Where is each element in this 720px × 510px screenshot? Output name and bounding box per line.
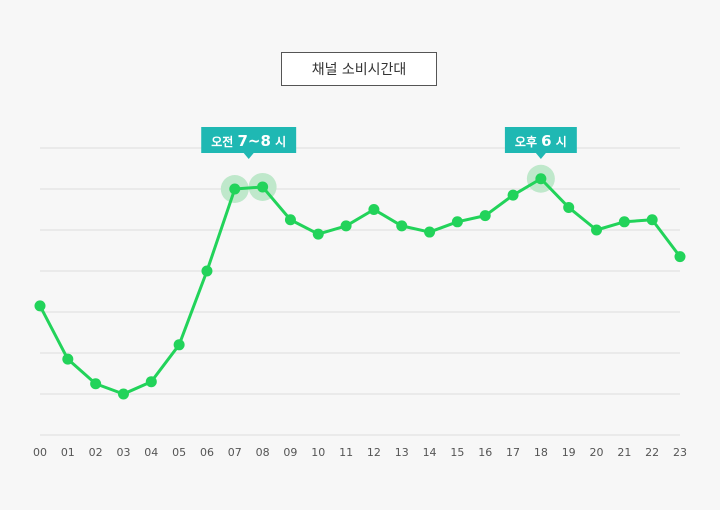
data-point — [173, 339, 185, 351]
data-point — [62, 353, 74, 365]
x-tick-label: 13 — [395, 446, 409, 459]
x-tick-label: 22 — [645, 446, 659, 459]
x-tick-label: 10 — [311, 446, 325, 459]
x-tick-label: 23 — [673, 446, 687, 459]
x-tick-label: 03 — [116, 446, 130, 459]
x-tick-label: 20 — [590, 446, 604, 459]
x-tick-label: 18 — [534, 446, 548, 459]
callout-label: 오전 7~8 시 — [211, 132, 286, 150]
data-point — [479, 210, 491, 222]
x-tick-label: 16 — [478, 446, 492, 459]
data-point — [507, 189, 519, 201]
x-tick-label: 09 — [283, 446, 297, 459]
callout-pointer — [535, 153, 546, 159]
x-tick-label: 04 — [144, 446, 158, 459]
data-point — [201, 265, 213, 277]
data-point — [284, 214, 296, 226]
x-tick-label: 19 — [562, 446, 576, 459]
x-tick-label: 17 — [506, 446, 520, 459]
x-tick-label: 14 — [423, 446, 437, 459]
x-tick-label: 12 — [367, 446, 381, 459]
data-point — [229, 183, 241, 195]
callout-box — [201, 127, 297, 153]
data-point — [563, 201, 575, 213]
x-tick-label: 05 — [172, 446, 186, 459]
x-tick-label: 01 — [61, 446, 75, 459]
data-point — [368, 204, 380, 215]
x-tick-label: 08 — [256, 446, 270, 459]
data-point — [90, 378, 102, 390]
data-point — [591, 224, 603, 236]
data-point — [117, 388, 129, 400]
callout: 오전 7~8 시 — [201, 127, 297, 159]
data-point — [145, 376, 157, 388]
x-tick-label: 00 — [33, 446, 47, 459]
x-tick-label: 02 — [89, 446, 103, 459]
data-point — [312, 228, 324, 240]
x-tick-label: 07 — [228, 446, 242, 459]
x-tick-label: 21 — [617, 446, 631, 459]
data-point — [396, 220, 408, 232]
data-point — [646, 214, 658, 226]
data-point — [535, 173, 547, 185]
x-tick-label: 06 — [200, 446, 214, 459]
data-point — [618, 216, 630, 228]
chart-title: 채널 소비시간대 — [281, 52, 437, 86]
data-point — [451, 216, 463, 228]
data-point — [340, 220, 352, 232]
callout: 오후 6 시 — [504, 127, 577, 159]
series-line — [38, 177, 682, 396]
callout-pointer — [243, 153, 254, 159]
x-tick-label: 11 — [339, 446, 353, 459]
data-point — [424, 226, 436, 238]
data-point — [34, 300, 46, 312]
callout-box — [504, 127, 577, 153]
x-tick-label: 15 — [450, 446, 464, 459]
data-point — [674, 251, 686, 263]
callout-label: 오후 6 시 — [515, 132, 567, 150]
data-point — [257, 181, 269, 193]
